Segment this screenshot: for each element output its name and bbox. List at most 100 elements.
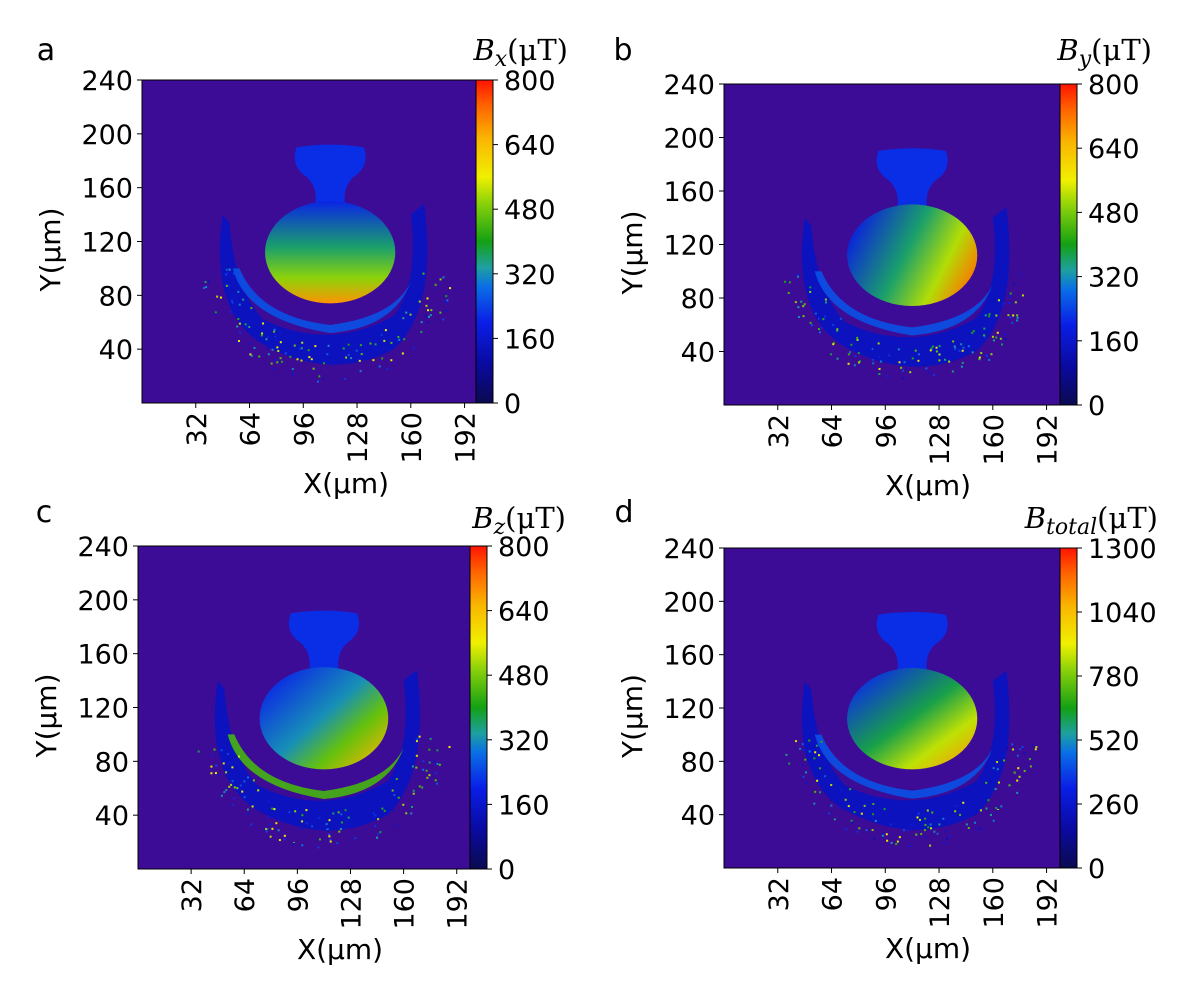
speckle — [301, 814, 304, 817]
x-tick-label: 192 — [443, 878, 474, 930]
speckle — [293, 344, 296, 347]
speckle — [994, 788, 997, 791]
speckle — [962, 346, 965, 349]
speckle — [854, 355, 857, 358]
speckle — [438, 763, 441, 766]
speckle — [295, 814, 298, 817]
speckle — [805, 781, 808, 784]
speckle — [424, 315, 427, 318]
speckle — [374, 814, 377, 817]
speckle — [225, 771, 228, 774]
speckle — [421, 786, 424, 789]
colorbar-tick-label: 480 — [498, 661, 550, 692]
speckle — [430, 309, 433, 312]
speckle — [410, 812, 413, 815]
speckle — [288, 811, 291, 814]
speckle — [847, 353, 850, 356]
speckle — [979, 827, 982, 830]
speckle — [996, 331, 999, 334]
speckle — [979, 809, 982, 812]
speckle — [839, 317, 842, 320]
speckle — [983, 327, 986, 330]
speckle — [1016, 754, 1019, 757]
speckle — [832, 341, 835, 344]
speckle — [944, 830, 947, 833]
speckle — [851, 821, 854, 824]
speckle — [1018, 775, 1021, 778]
speckle — [783, 280, 786, 283]
speckle — [1000, 343, 1003, 346]
speckle — [412, 792, 415, 795]
speckle — [268, 800, 271, 803]
speckle — [292, 843, 295, 846]
speckle — [369, 342, 372, 345]
speckle — [903, 361, 906, 364]
speckle — [372, 359, 375, 362]
speckle — [415, 740, 418, 743]
speckle — [923, 363, 926, 366]
lower-arc — [214, 669, 421, 831]
speckle — [878, 368, 881, 371]
flask-neck — [876, 148, 948, 210]
speckle — [1034, 748, 1037, 751]
speckle — [935, 346, 938, 349]
speckle — [327, 344, 330, 347]
speckle — [253, 346, 256, 349]
speckle — [296, 807, 299, 810]
speckle — [318, 838, 321, 841]
speckle — [853, 364, 856, 367]
speckle — [213, 748, 216, 751]
x-tick-label: 64 — [818, 414, 849, 448]
speckle — [434, 779, 437, 782]
speckle — [332, 363, 335, 366]
speckle — [214, 311, 217, 314]
speckle — [418, 735, 421, 738]
speckle — [809, 286, 812, 289]
speckle — [273, 330, 276, 333]
flask-body — [847, 668, 978, 770]
panel-label: b — [613, 33, 632, 68]
speckle — [898, 836, 901, 839]
flask-neck — [876, 612, 948, 674]
speckle — [836, 328, 839, 331]
x-tick-label: 96 — [289, 412, 320, 446]
speckle — [824, 301, 827, 304]
speckle — [961, 361, 964, 364]
speckle — [402, 803, 405, 806]
speckle — [284, 352, 287, 355]
speckle — [905, 367, 908, 370]
speckle — [1028, 758, 1031, 761]
speckle — [292, 372, 295, 375]
speckle — [325, 823, 328, 826]
speckle — [798, 316, 801, 319]
speckle — [348, 344, 351, 347]
speckle — [322, 377, 325, 380]
y-tick-label: 120 — [663, 231, 715, 262]
speckle — [1014, 301, 1017, 304]
speckle — [402, 317, 405, 320]
colorbar-symbol: B — [472, 33, 494, 67]
colorbar — [470, 546, 487, 869]
speckle — [813, 802, 816, 805]
x-tick-label: 64 — [818, 877, 849, 911]
speckle — [952, 340, 955, 343]
speckle — [231, 779, 234, 782]
colorbar-tick-label: 800 — [498, 532, 550, 563]
speckle — [1031, 744, 1034, 747]
speckle — [985, 807, 988, 810]
speckle — [999, 337, 1002, 340]
speckle — [403, 338, 406, 341]
speckle — [359, 370, 362, 373]
speckle — [338, 830, 341, 833]
speckle — [803, 303, 806, 306]
speckle — [967, 826, 970, 829]
speckle — [1016, 779, 1019, 782]
speckle — [830, 798, 833, 801]
speckle — [923, 829, 926, 832]
speckle — [1008, 301, 1011, 304]
speckle — [434, 772, 437, 775]
speckle — [296, 358, 299, 361]
speckle — [233, 786, 236, 789]
speckle — [439, 278, 442, 281]
